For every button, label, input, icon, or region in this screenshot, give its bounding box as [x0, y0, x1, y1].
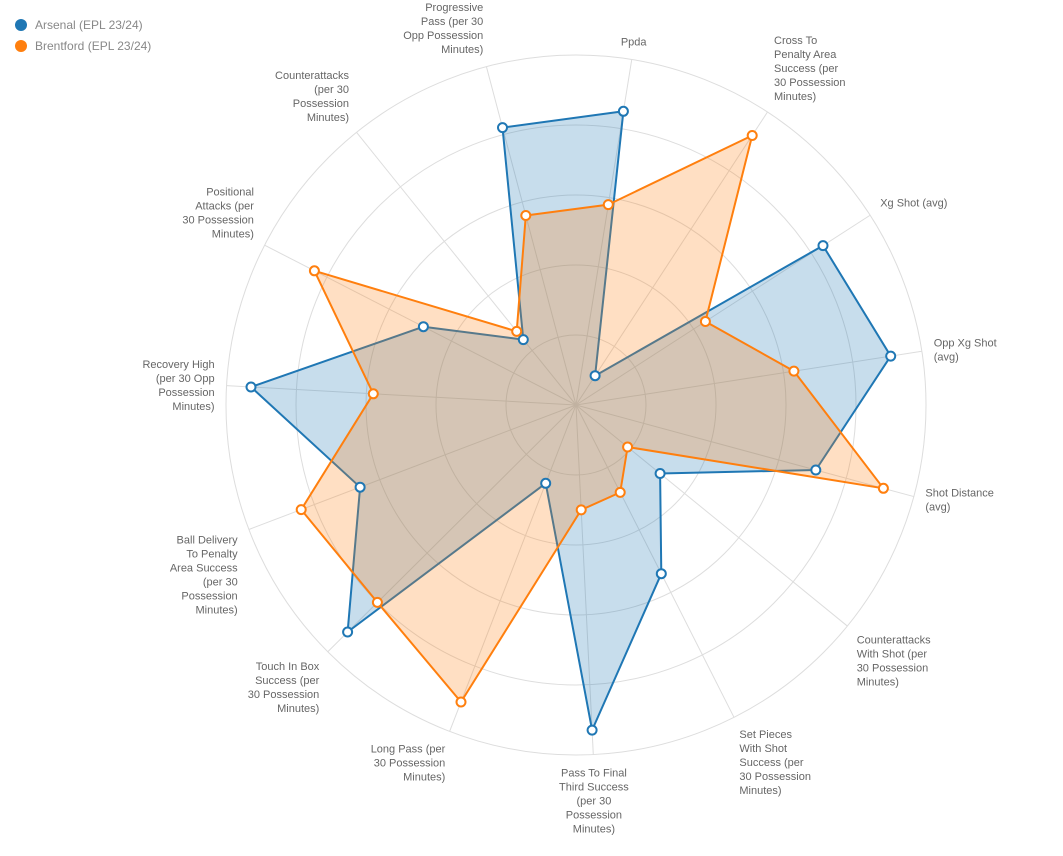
legend-swatch-arsenal [15, 18, 27, 31]
axis-label: Shot Distance (avg) [925, 488, 993, 514]
data-point[interactable] [622, 441, 634, 453]
radar-grid [225, 54, 927, 756]
legend-item-arsenal[interactable]: Arsenal (EPL 23/24) [15, 14, 151, 35]
data-point[interactable] [885, 350, 897, 362]
grid-spoke [575, 404, 848, 627]
grid-ring [225, 54, 927, 756]
data-point[interactable] [699, 316, 711, 327]
legend: Arsenal (EPL 23/24) Brentford (EPL 23/24… [15, 14, 151, 56]
grid-spoke [575, 404, 914, 498]
data-point[interactable] [817, 240, 829, 252]
data-point[interactable] [455, 696, 467, 708]
data-point[interactable] [540, 477, 552, 489]
data-point[interactable] [877, 482, 889, 494]
axis-label: Ball Delivery To Penalty Area Success (per … [170, 535, 238, 617]
data-point[interactable] [371, 596, 383, 608]
data-point[interactable] [342, 626, 354, 638]
data-point[interactable] [295, 504, 307, 516]
grid-ring [295, 124, 857, 686]
data-point[interactable] [354, 481, 366, 493]
axis-label: Cross To Penalty Area Success (per 30 Posse… [774, 35, 846, 103]
series-area-1 [300, 134, 885, 703]
axis-label: Opp Xg Shot (avg) [934, 337, 997, 363]
grid-spoke [575, 350, 922, 406]
axis-label: Long Pass (per 30 Possession Minutes) [371, 744, 446, 784]
data-point[interactable] [367, 388, 379, 400]
axis-labels: Ppda Cross To Penalty Area Success (per 30 P… [142, 0, 996, 836]
grid-spoke [356, 132, 577, 406]
radar-series [245, 105, 897, 736]
legend-item-brentford[interactable]: Brentford (EPL 23/24) [15, 35, 151, 56]
data-point[interactable] [511, 325, 523, 337]
grid-spoke [575, 111, 768, 406]
data-point[interactable] [520, 210, 532, 221]
axis-label: Pass To Final Third Success (per 30 Possess… [559, 768, 629, 836]
legend-label-arsenal: Arsenal (EPL 23/24) [35, 17, 143, 32]
data-point[interactable] [655, 568, 667, 580]
data-point[interactable] [617, 105, 629, 117]
data-point[interactable] [586, 724, 598, 736]
grid-spoke [327, 404, 577, 653]
grid-spoke [449, 404, 577, 732]
axis-label: Counterattacks With Shot (per 30 Possessio… [857, 635, 931, 689]
axis-label: Positional Attacks (per 30 Possession Minut… [182, 187, 254, 241]
grid-ring [505, 334, 647, 476]
data-point[interactable] [654, 468, 666, 479]
axis-label: Ppda [621, 37, 648, 49]
data-point[interactable] [602, 199, 614, 211]
data-point[interactable] [788, 365, 800, 377]
grid-ring [435, 264, 717, 546]
grid-spoke [226, 385, 577, 406]
axis-label: Counterattacks (per 30 Possession Minutes) [275, 70, 349, 124]
series-area-0 [250, 110, 892, 732]
axis-label: Set Pieces With Shot Success (per 30 Posses… [739, 729, 811, 797]
data-point[interactable] [614, 486, 626, 498]
data-point[interactable] [417, 321, 429, 333]
axis-label: Touch In Box Success (per 30 Possession Min… [248, 661, 320, 715]
data-point[interactable] [589, 370, 601, 382]
data-point[interactable] [746, 130, 758, 141]
data-point[interactable] [575, 504, 587, 516]
data-point[interactable] [517, 334, 529, 346]
grid-spoke [575, 404, 594, 755]
legend-label-brentford: Brentford (EPL 23/24) [35, 38, 152, 53]
grid-spoke [575, 404, 735, 718]
legend-swatch-brentford [15, 39, 27, 52]
data-point[interactable] [308, 265, 320, 277]
axis-label: Recovery High (per 30 Opp Possession Minute… [142, 359, 214, 413]
axis-label: Xg Shot (avg) [880, 198, 947, 210]
data-point[interactable] [245, 381, 257, 393]
data-point[interactable] [810, 464, 822, 476]
data-point[interactable] [497, 122, 508, 134]
